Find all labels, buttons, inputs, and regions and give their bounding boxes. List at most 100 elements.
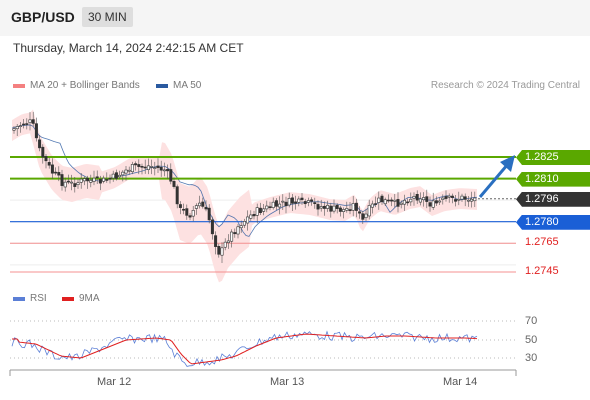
candle-body: [370, 203, 374, 208]
timestamp: Thursday, March 14, 2024 2:42:15 AM CET: [13, 41, 244, 55]
rsi-tick-50: 50: [525, 334, 538, 346]
candle-body: [153, 167, 157, 169]
candle-body: [175, 186, 179, 205]
candle-body: [44, 156, 48, 162]
level-label-1-2796: 1.2796: [516, 191, 590, 207]
candle-body: [332, 205, 336, 212]
candle-body: [460, 195, 464, 200]
candle-body: [402, 199, 406, 205]
candle-body: [22, 123, 26, 126]
candle-body: [166, 169, 170, 172]
candle-body: [290, 197, 294, 204]
candle-body: [102, 177, 106, 182]
candle-body: [252, 214, 256, 217]
candle-body: [146, 165, 150, 170]
candle-body: [303, 201, 307, 205]
candle-body: [380, 195, 384, 203]
candle-body: [134, 163, 138, 166]
candle-body: [406, 201, 410, 204]
candle-body: [220, 247, 224, 256]
candle-body: [108, 177, 112, 180]
bollinger-swatch: [13, 83, 25, 88]
candle-body: [447, 195, 451, 198]
candle-body: [25, 123, 29, 125]
bollinger-band-fill: [12, 109, 477, 283]
candle-body: [268, 206, 272, 208]
candle-body: [73, 183, 77, 187]
candle-body: [306, 200, 310, 203]
candle-body: [38, 139, 42, 149]
candle-body: [191, 210, 195, 217]
candle-body: [313, 202, 317, 204]
candle-body: [415, 194, 419, 201]
candle-body: [383, 199, 387, 205]
candle-body: [354, 202, 358, 211]
candle-body: [12, 128, 16, 131]
candle-body: [79, 178, 83, 183]
level-label-1-2765: 1.2765: [525, 236, 559, 249]
candle-body: [214, 235, 218, 247]
candle-body: [194, 205, 198, 209]
candle-body: [358, 211, 362, 214]
legend-rsi-label: RSI: [30, 293, 47, 304]
candle-body: [28, 119, 32, 123]
candle-body: [374, 203, 378, 205]
candle-body: [63, 181, 67, 188]
candle-body: [185, 208, 189, 216]
candle-body: [473, 197, 477, 202]
candle-body: [348, 209, 352, 212]
candle-body: [50, 164, 54, 174]
candle-body: [162, 169, 166, 172]
candle-body: [329, 205, 333, 212]
candle-body: [310, 199, 314, 202]
level-label-1-2810: 1.2810: [516, 171, 590, 187]
candle-body: [236, 226, 240, 235]
candle-body: [297, 198, 301, 203]
candle-body: [450, 195, 454, 198]
candle-body: [294, 201, 298, 204]
rsi-tick-30: 30: [525, 352, 538, 364]
candle-body: [258, 207, 262, 214]
candle-body: [434, 200, 438, 204]
candle-body: [121, 171, 125, 176]
candle-body: [425, 196, 429, 202]
candle-body: [76, 182, 80, 186]
candle-body: [409, 198, 413, 203]
candle-body: [98, 178, 102, 184]
candle-body: [226, 240, 230, 243]
legend-9ma: 9MA: [62, 293, 100, 304]
candle-body: [422, 197, 426, 201]
candle-body: [150, 166, 154, 168]
candle-body: [249, 214, 253, 219]
legend-9ma-label: 9MA: [79, 293, 100, 304]
candle-body: [326, 204, 330, 209]
candle-body: [86, 178, 90, 182]
candle-body: [172, 181, 176, 187]
candle-body: [319, 206, 323, 209]
candle-body: [239, 225, 243, 229]
candle-body: [137, 164, 141, 167]
candle-body: [41, 146, 45, 158]
candle-body: [393, 199, 397, 202]
timeframe-button[interactable]: 30 MIN: [82, 7, 133, 27]
candle-body: [70, 181, 74, 184]
candle-body: [124, 169, 128, 174]
ma50-swatch: [156, 83, 168, 88]
legend-bollinger-label: MA 20 + Bollinger Bands: [30, 80, 140, 91]
candle-body: [159, 166, 163, 171]
candle-body: [178, 204, 182, 208]
candle-body: [278, 203, 282, 208]
level-label-1-2780: 1.2780: [516, 214, 590, 230]
candle-body: [230, 231, 234, 242]
candle-body: [284, 201, 288, 207]
date-tick-mar13: Mar 13: [270, 376, 305, 388]
candle-body: [412, 196, 416, 199]
candle-body: [182, 208, 186, 211]
candle-body: [364, 213, 368, 219]
candle-body: [463, 196, 467, 200]
candle-body: [111, 173, 115, 179]
candle-body: [242, 221, 246, 226]
candle-body: [82, 178, 86, 182]
candle-body: [156, 165, 160, 168]
candle-body: [274, 200, 278, 207]
